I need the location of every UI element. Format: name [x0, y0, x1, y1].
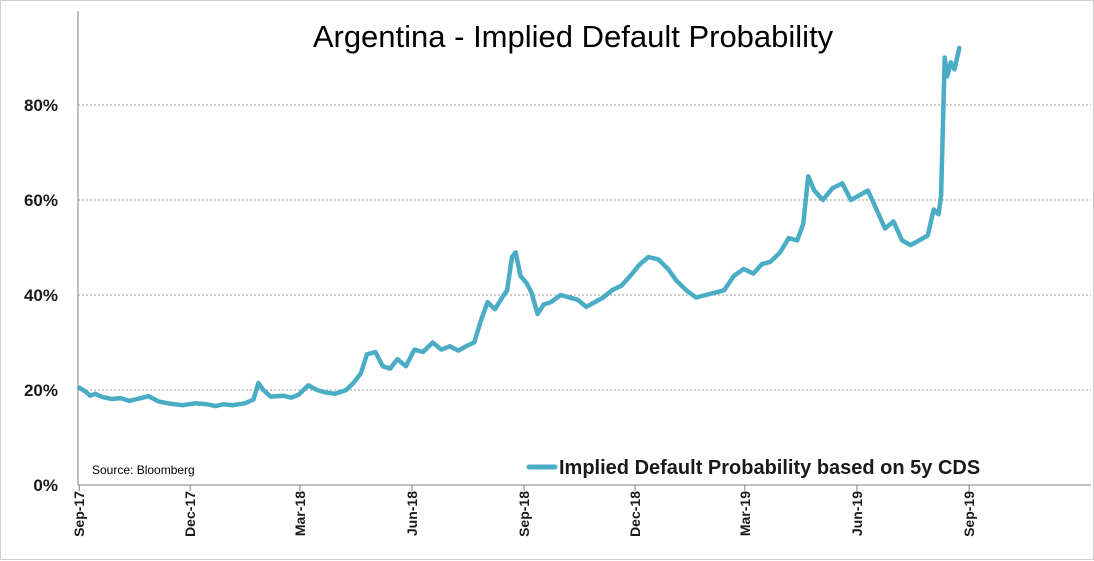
axes [77, 11, 1091, 486]
series-layer [76, 45, 962, 409]
y-tick-label: 20% [24, 381, 58, 400]
gridlines [78, 104, 1091, 391]
x-tick-label: Mar-18 [292, 491, 308, 536]
x-tick-label: Sep-17 [71, 491, 87, 537]
y-axis-ticks: 0% 20% 40% 60% 80% [24, 96, 58, 495]
y-tick-label: 0% [33, 476, 58, 495]
x-tick-label: Sep-18 [516, 491, 532, 537]
x-tick-label: Dec-18 [627, 491, 643, 537]
x-tick-label: Jun-18 [404, 491, 420, 536]
series-line [76, 45, 962, 409]
x-axis-ticks: Sep-17 Dec-17 Mar-18 Jun-18 Sep-18 Dec-18 Mar-… [71, 485, 977, 537]
y-tick-label: 60% [24, 191, 58, 210]
legend: Implied Default Probability based on 5y … [526, 457, 980, 479]
x-tick-label: Dec-17 [182, 491, 198, 537]
x-tick-label: Sep-19 [961, 491, 977, 537]
legend-label: Implied Default Probability based on 5y … [559, 457, 980, 479]
chart-title: Argentina - Implied Default Probability [313, 19, 834, 54]
y-tick-label: 40% [24, 286, 58, 305]
x-tick-label: Mar-19 [737, 491, 753, 536]
y-tick-label: 80% [24, 96, 58, 115]
source-note: Source: Bloomberg [92, 463, 195, 477]
x-tick-label: Jun-19 [849, 491, 865, 536]
